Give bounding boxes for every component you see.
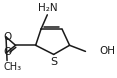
- Text: O: O: [3, 32, 12, 42]
- Text: OH: OH: [99, 46, 115, 56]
- Text: S: S: [50, 57, 57, 67]
- Text: H₂N: H₂N: [38, 3, 57, 13]
- Text: O: O: [3, 47, 12, 57]
- Text: CH₃: CH₃: [3, 62, 21, 72]
